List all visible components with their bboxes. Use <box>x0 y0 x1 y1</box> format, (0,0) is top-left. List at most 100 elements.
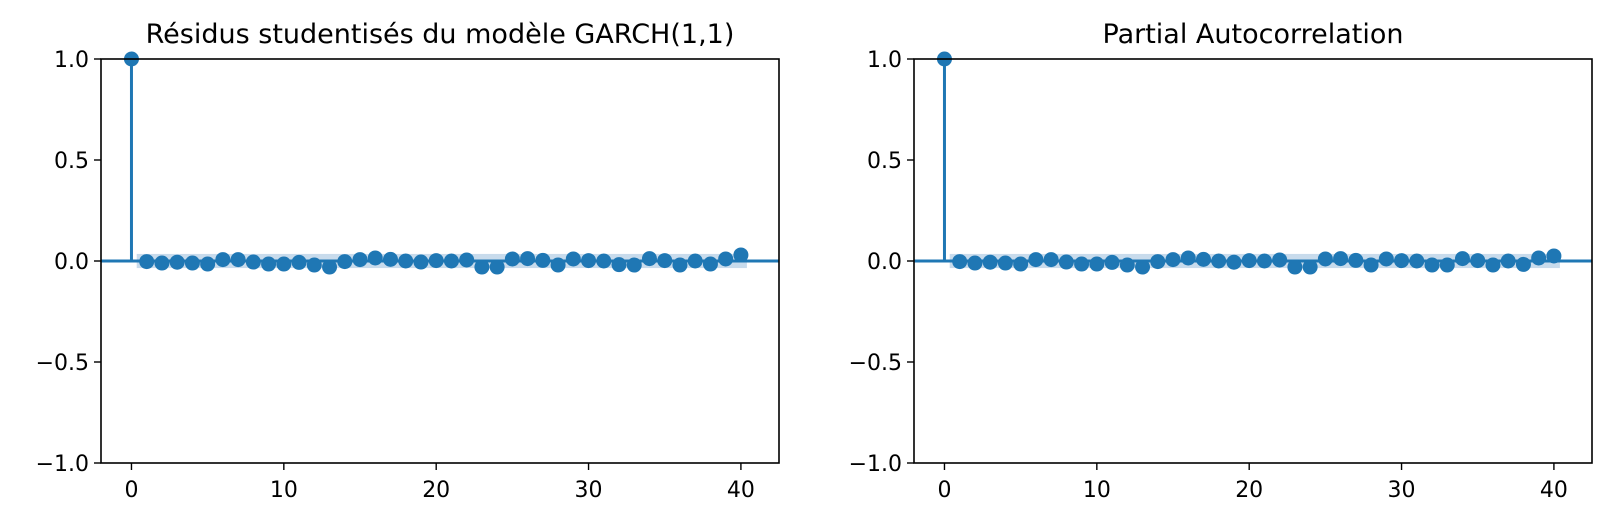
acf-point-lag-21 <box>443 253 459 269</box>
pacf-title: Partial Autocorrelation <box>1103 19 1404 50</box>
acf-axes-frame <box>100 58 780 464</box>
pacf-ytick-label-1: 1.0 <box>867 48 902 73</box>
acf-point-lag-1 <box>139 254 155 270</box>
acf-point-lag-26 <box>520 251 536 267</box>
pacf-point-lag-26 <box>1333 251 1349 267</box>
acf-point-lag-25 <box>504 251 520 267</box>
acf-point-lag-29 <box>565 251 581 267</box>
acf-xtick-label-0: 0 <box>124 478 138 503</box>
pacf-ticks: 0 10 20 30 40 −1.0 −0.5 0.0 0.5 1.0 <box>849 48 1568 503</box>
pacf-point-lag-28 <box>1363 257 1379 273</box>
pacf-point-lag-19 <box>1226 254 1242 270</box>
pacf-point-lag-23 <box>1287 259 1303 275</box>
pacf-point-lag-20 <box>1241 253 1257 269</box>
acf-point-lag-20 <box>428 253 444 269</box>
acf-ticks: 0 10 20 30 40 −1.0 −0.5 0.0 0.5 1.0 <box>36 48 755 503</box>
acf-point-lag-22 <box>459 252 475 268</box>
pacf-point-lag-3 <box>982 254 998 270</box>
acf-title: Résidus studentisés du modèle GARCH(1,1) <box>146 19 735 50</box>
acf-point-lag-35 <box>657 253 673 269</box>
pacf-xtick-label-0: 0 <box>937 478 951 503</box>
pacf-point-lag-17 <box>1195 251 1211 267</box>
pacf-point-lag-4 <box>997 255 1013 271</box>
pacf-point-lag-27 <box>1348 252 1364 268</box>
pacf-point-lag-12 <box>1119 257 1135 273</box>
pacf-point-lag-22 <box>1272 252 1288 268</box>
acf-ytick-label--1: −1.0 <box>36 452 89 477</box>
pacf-point-lag-31 <box>1409 253 1425 269</box>
acf-point-lag-28 <box>550 257 566 273</box>
acf-xtick-label-30: 30 <box>575 478 603 503</box>
acf-point-lag-12 <box>306 257 322 273</box>
pacf-point-lag-25 <box>1317 251 1333 267</box>
acf-point-lag-9 <box>261 256 277 272</box>
acf-point-lag-18 <box>398 253 414 269</box>
pacf-point-lag-40 <box>1546 248 1562 264</box>
acf-point-lag-39 <box>718 251 734 267</box>
acf-point-lag-34 <box>641 251 657 267</box>
acf-point-lag-31 <box>596 253 612 269</box>
pacf-point-lag-14 <box>1150 254 1166 270</box>
pacf-point-lag-10 <box>1089 256 1105 272</box>
pacf-point-lag-24 <box>1302 259 1318 275</box>
acf-point-lag-24 <box>489 259 505 275</box>
acf-point-lag-37 <box>687 253 703 269</box>
acf-point-lag-36 <box>672 257 688 273</box>
pacf-point-lag-15 <box>1165 252 1181 268</box>
acf-point-lag-2 <box>154 255 170 271</box>
acf-point-lag-5 <box>200 256 216 272</box>
acf-point-lag-38 <box>702 256 718 272</box>
pacf-point-lag-39 <box>1531 250 1547 266</box>
acf-point-lag-10 <box>276 256 292 272</box>
acf-ytick-label-1: 1.0 <box>54 48 89 73</box>
pacf-panel: Partial Autocorrelation 0 10 20 30 40 −1.0 −0.… <box>849 19 1593 503</box>
pacf-point-lag-38 <box>1515 256 1531 272</box>
acf-ytick-label-0.5: 0.5 <box>54 149 89 174</box>
pacf-point-lag-32 <box>1424 257 1440 273</box>
acf-xtick-label-10: 10 <box>270 478 298 503</box>
acf-ytick-label-0: 0.0 <box>54 250 89 275</box>
pacf-ytick-label-0.5: 0.5 <box>867 149 902 174</box>
pacf-point-lag-18 <box>1211 253 1227 269</box>
pacf-xtick-label-10: 10 <box>1083 478 1111 503</box>
pacf-ytick-label--0.5: −0.5 <box>849 351 902 376</box>
acf-xtick-label-20: 20 <box>422 478 450 503</box>
pacf-point-lag-6 <box>1028 252 1044 268</box>
pacf-point-lag-33 <box>1439 257 1455 273</box>
pacf-point-lag-36 <box>1485 257 1501 273</box>
pacf-point-lag-29 <box>1378 251 1394 267</box>
pacf-marks <box>914 51 1592 275</box>
pacf-point-lag-9 <box>1074 256 1090 272</box>
acf-point-lag-30 <box>581 253 597 269</box>
pacf-ytick-label--1: −1.0 <box>849 452 902 477</box>
acf-xtick-label-40: 40 <box>727 478 755 503</box>
pacf-point-lag-21 <box>1256 253 1272 269</box>
pacf-axes-frame <box>913 58 1593 464</box>
pacf-point-lag-30 <box>1394 253 1410 269</box>
pacf-xtick-label-20: 20 <box>1235 478 1263 503</box>
pacf-point-lag-2 <box>967 255 983 271</box>
pacf-point-lag-5 <box>1013 256 1029 272</box>
pacf-point-lag-1 <box>952 254 968 270</box>
acf-point-lag-27 <box>535 252 551 268</box>
acf-point-lag-6 <box>215 252 231 268</box>
acf-point-lag-17 <box>382 251 398 267</box>
pacf-point-lag-16 <box>1180 250 1196 266</box>
acf-point-lag-16 <box>367 250 383 266</box>
acf-point-lag-15 <box>352 252 368 268</box>
acf-point-lag-3 <box>169 254 185 270</box>
pacf-point-lag-8 <box>1058 254 1074 270</box>
acf-point-lag-40 <box>733 247 749 263</box>
acf-point-lag-8 <box>245 254 261 270</box>
pacf-point-lag-13 <box>1135 259 1151 275</box>
acf-panel: Résidus studentisés du modèle GARCH(1,1)… <box>36 19 780 503</box>
pacf-xtick-label-40: 40 <box>1540 478 1568 503</box>
acf-point-lag-13 <box>322 259 338 275</box>
acf-point-lag-11 <box>291 254 307 270</box>
pacf-ytick-label-0: 0.0 <box>867 250 902 275</box>
acf-point-lag-33 <box>626 257 642 273</box>
pacf-point-lag-35 <box>1470 253 1486 269</box>
acf-point-lag-19 <box>413 254 429 270</box>
pacf-point-lag-37 <box>1500 253 1516 269</box>
